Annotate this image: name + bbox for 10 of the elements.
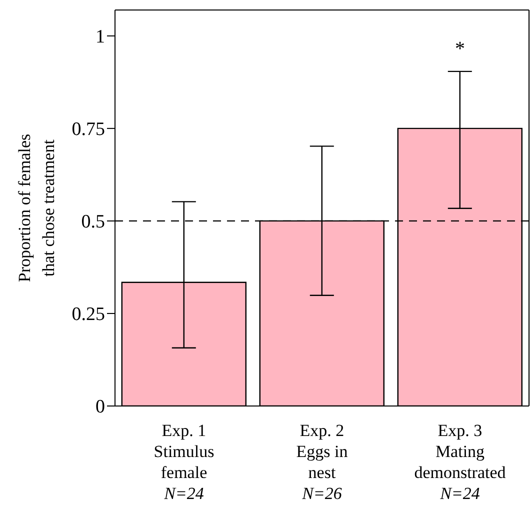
y-tick-label: 0: [96, 396, 105, 418]
y-tick-label: 0.25: [72, 304, 105, 326]
x-tick-label: Exp. 1 Stimulus female N=24: [154, 421, 214, 503]
x-tick-label: Exp. 3 Mating demonstrated N=24: [414, 421, 506, 503]
y-tick-label: 1: [96, 26, 105, 48]
y-axis-title: Proportion of females that chose treatment: [15, 134, 58, 282]
x-tick-label: Exp. 2 Eggs in nest N=26: [296, 421, 348, 503]
annotation: *: [455, 38, 465, 60]
y-tick-label: 0.5: [81, 212, 105, 233]
y-tick-label: 0.75: [72, 119, 105, 140]
